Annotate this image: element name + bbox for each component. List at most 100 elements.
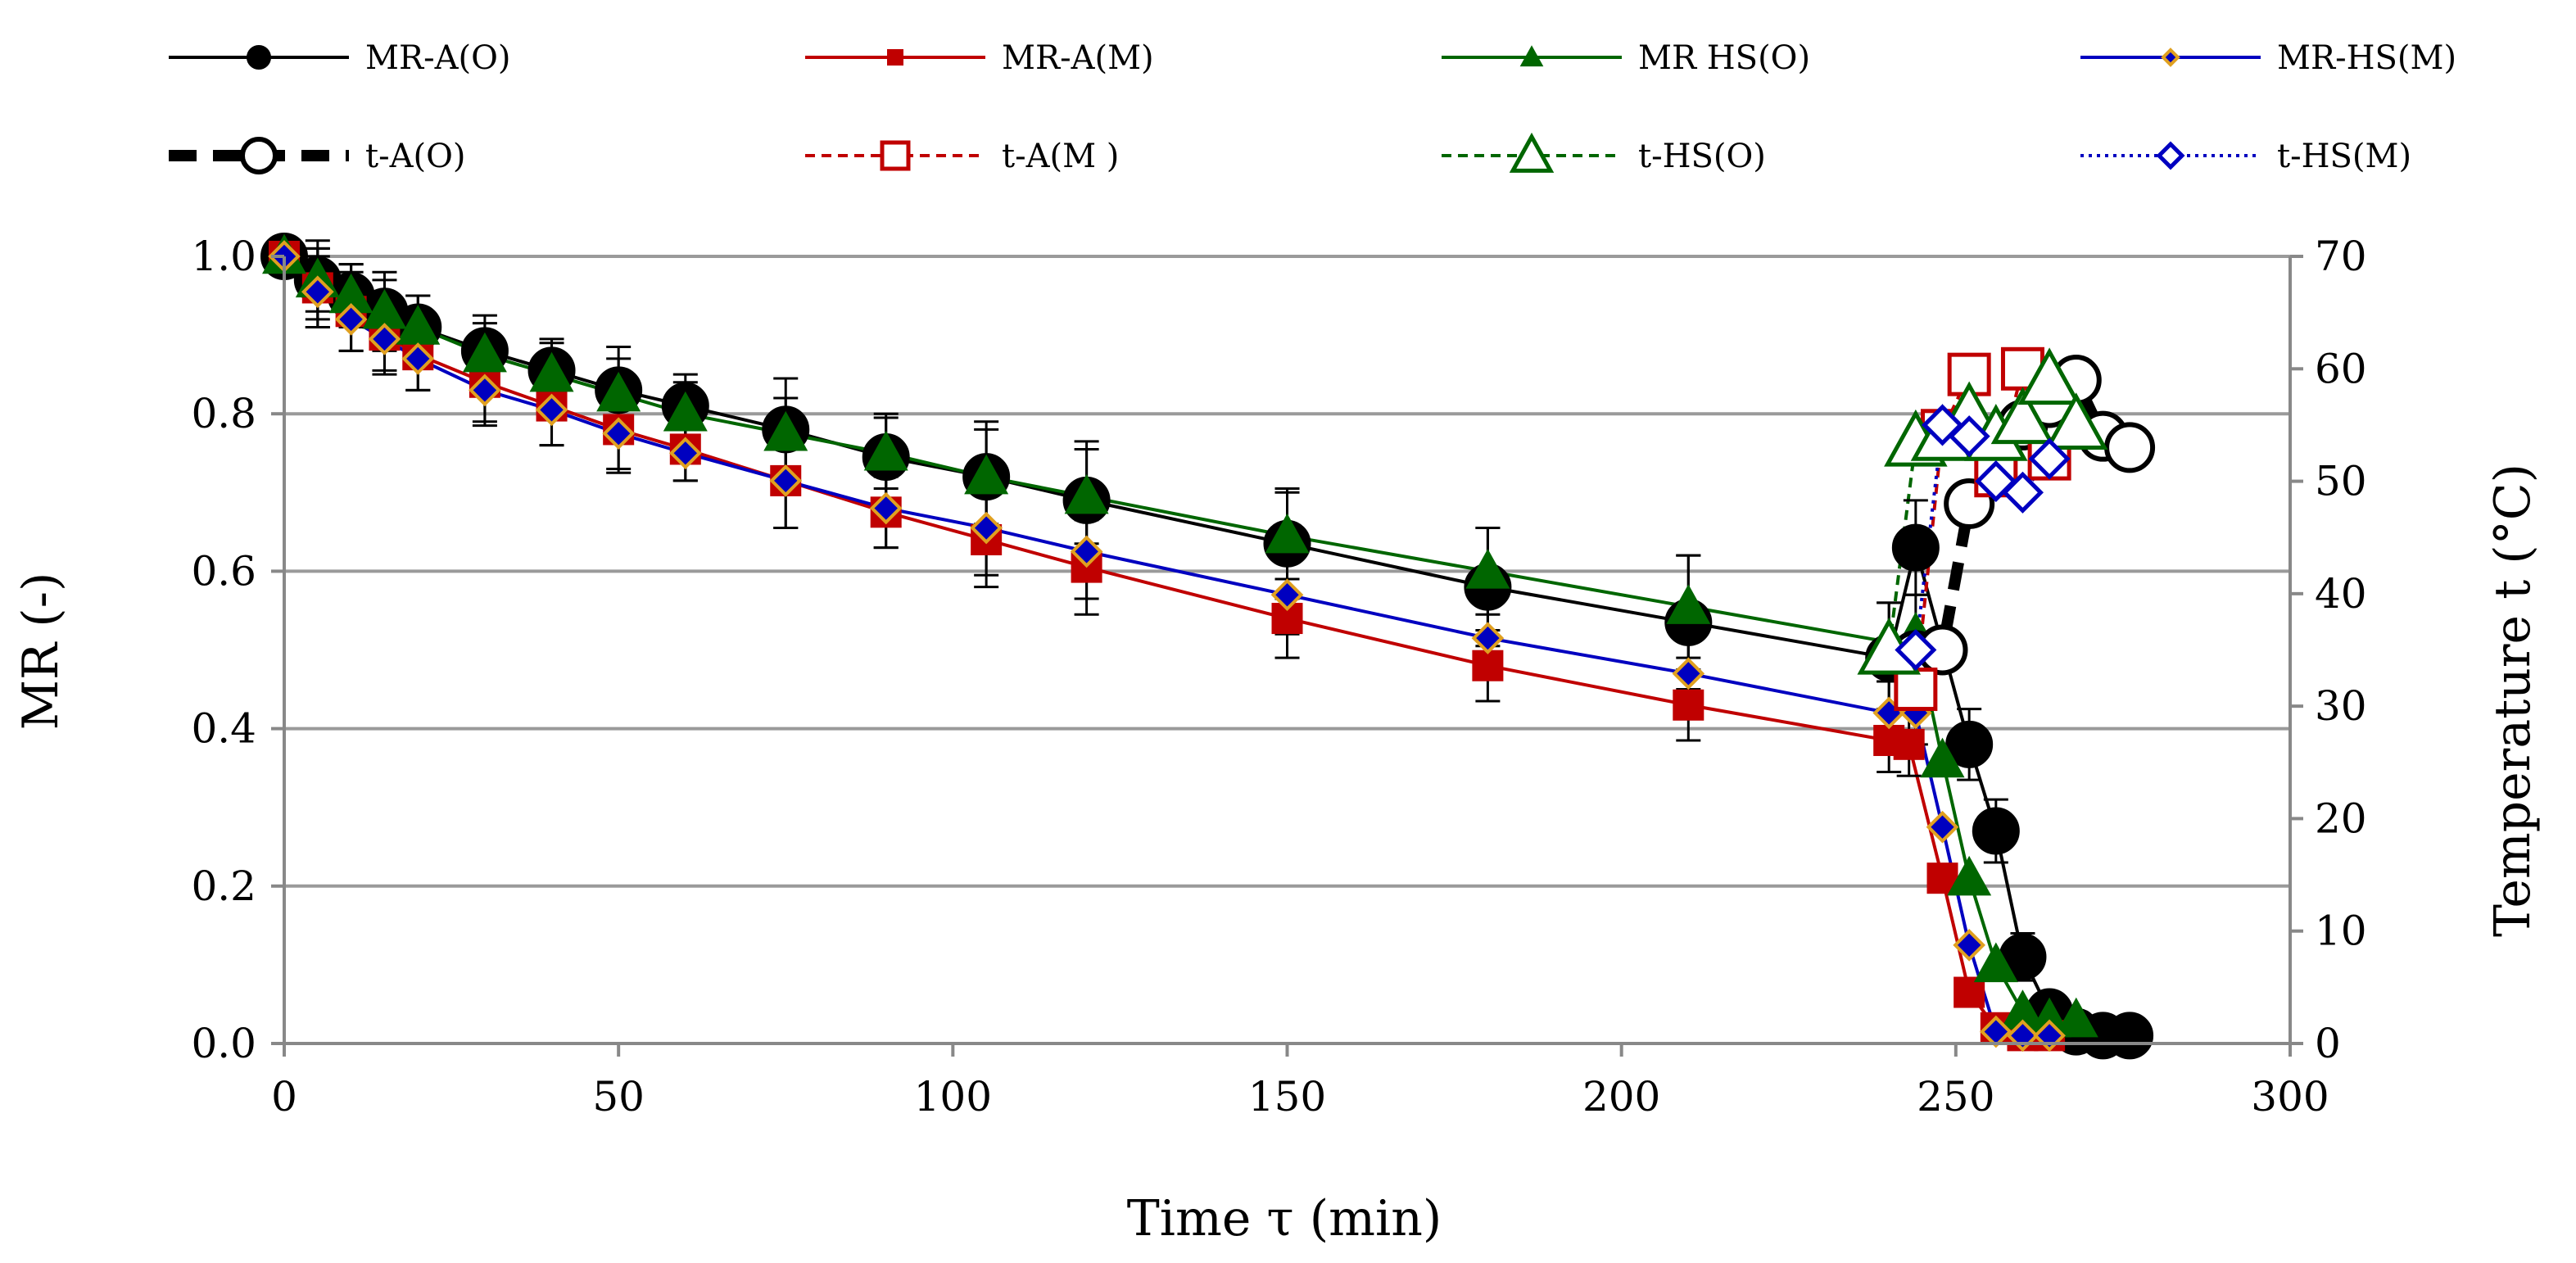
y-axis-label: MR (-) [12, 573, 70, 731]
point-mr-hs-m [1471, 622, 1505, 654]
y2-tick-label: 60 [2315, 345, 2367, 392]
y-tick-label: 0.6 [191, 547, 256, 595]
x-tick-label: 250 [1917, 1073, 1994, 1120]
y2-tick-label: 40 [2315, 570, 2367, 618]
point-mr-hs-m [1270, 578, 1304, 612]
y2-tick-label: 30 [2315, 682, 2367, 730]
x-tick-label: 50 [592, 1073, 645, 1120]
point-mr-hs-o [663, 391, 708, 432]
point-mr-hs-m [401, 342, 435, 375]
x-tick-label: 0 [271, 1073, 297, 1120]
point-mr-hs-o [964, 454, 1009, 495]
point-mr-hs-o [1973, 942, 2018, 983]
point-mr-hs-m [1926, 810, 1959, 844]
point-mr-a-o [1891, 523, 1940, 572]
legend-label: t-HS(M) [2277, 138, 2411, 175]
point-mr-a-o [1945, 720, 1994, 768]
x-tick-label: 150 [1248, 1073, 1326, 1120]
point-t-hs-m [2001, 471, 2044, 514]
legend-item-mr-hs-o: MR HS(O) [1442, 39, 1810, 77]
point-t-a-o [2104, 422, 2156, 473]
y-tick-label: 0.4 [191, 705, 256, 753]
y2-tick-label: 70 [2315, 233, 2367, 280]
point-mr-hs-m [334, 303, 368, 336]
y2-tick-label: 20 [2315, 794, 2367, 842]
point-mr-hs-m [469, 373, 501, 407]
x-tick-label: 100 [914, 1073, 992, 1120]
markers [260, 233, 2156, 1060]
point-t-hs-o [2044, 392, 2108, 450]
point-mr-hs-m [869, 491, 903, 525]
series-line-t-a-m [1913, 362, 2052, 690]
point-mr-hs-o [763, 410, 808, 451]
y-tick-label: 0.0 [191, 1020, 256, 1067]
point-mr-hs-o [1064, 473, 1109, 514]
point-t-hs-o [2017, 347, 2081, 405]
y-tick-label: 1.0 [191, 233, 256, 280]
y-tick-label: 0.2 [191, 862, 256, 910]
legend-marker [1519, 45, 1544, 67]
axes: 0 50 100 150 200 250 300 0.0 0.2 0.4 0.6 0.8 1.0 0 10 2… [191, 233, 2366, 1120]
legend-item-t-a-o: t-A(O) [169, 137, 465, 175]
legend-marker [240, 137, 278, 174]
legend-marker [247, 45, 271, 70]
y-tick-label: 0.8 [191, 390, 256, 437]
point-mr-hs-o [462, 332, 507, 373]
legend-marker [887, 49, 903, 66]
point-mr-a-o [2106, 1012, 2154, 1060]
y2-axis-label: Temperature t (°C) [2484, 464, 2542, 937]
y2-tick-label: 10 [2315, 908, 2367, 955]
point-mr-a-m [1893, 728, 1925, 760]
legend-label: t-A(O) [365, 138, 465, 175]
point-mr-hs-o [1947, 855, 1992, 896]
point-mr-hs-m [1070, 535, 1103, 568]
point-mr-hs-m [368, 323, 401, 355]
legend-marker [2156, 141, 2185, 170]
legend-marker [880, 140, 911, 171]
legend-marker [1509, 132, 1555, 173]
point-mr-hs-o [2053, 997, 2098, 1038]
point-t-hs-o [1990, 387, 2055, 445]
point-mr-a-m [1673, 689, 1705, 721]
y2-tick-label: 0 [2315, 1020, 2341, 1067]
legend-label: MR HS(O) [1638, 39, 1810, 77]
legend-item-t-a-m: t-A(M ) [805, 138, 1119, 175]
x-tick-label: 300 [2251, 1073, 2329, 1120]
point-mr-hs-m [769, 464, 803, 497]
legend-label: MR-HS(M) [2277, 39, 2456, 77]
y2-tick-label: 50 [2315, 458, 2367, 505]
point-mr-hs-o [863, 430, 908, 471]
legend-label: t-A(M ) [1002, 138, 1119, 175]
x-axis-label: Time τ (min) [1127, 1190, 1442, 1247]
point-mr-hs-o [596, 371, 641, 412]
point-mr-hs-o [1666, 584, 1711, 624]
point-t-hs-m [1895, 628, 1937, 672]
point-mr-a-m [1472, 650, 1504, 681]
point-mr-hs-m [1953, 929, 1985, 962]
legend-label: MR-A(M) [1002, 39, 1154, 77]
legend-marker [2161, 48, 2180, 67]
point-t-hs-m [2028, 437, 2071, 480]
point-mr-hs-m [668, 437, 702, 470]
point-mr-hs-m [970, 511, 1003, 545]
legend-label: t-HS(O) [1638, 138, 1766, 175]
point-mr-a-m [1926, 862, 1958, 894]
point-mr-hs-m [1979, 1015, 2012, 1048]
legend-label: MR-A(O) [365, 39, 510, 77]
point-mr-hs-o [1465, 549, 1510, 589]
legend-item-t-hs-o: t-HS(O) [1442, 132, 1766, 175]
legend-item-mr-a-o: MR-A(O) [169, 39, 510, 77]
x-tick-label: 200 [1582, 1073, 1660, 1120]
legend: MR-A(O) MR-A(M) MR HS(O) MR-HS(M) t-A(O) t-A(… [169, 39, 2456, 175]
legend-item-mr-hs-m: MR-HS(M) [2080, 39, 2456, 77]
point-mr-hs-m [535, 393, 568, 427]
point-mr-hs-m [1672, 657, 1705, 690]
point-mr-hs-o [1920, 737, 1965, 778]
point-mr-hs-m [602, 417, 635, 450]
point-t-a-m [1894, 668, 1938, 712]
point-mr-hs-m [301, 275, 334, 309]
point-mr-hs-o [1265, 513, 1310, 554]
legend-item-t-hs-m: t-HS(M) [2080, 138, 2411, 175]
point-mr-hs-o [529, 351, 574, 392]
